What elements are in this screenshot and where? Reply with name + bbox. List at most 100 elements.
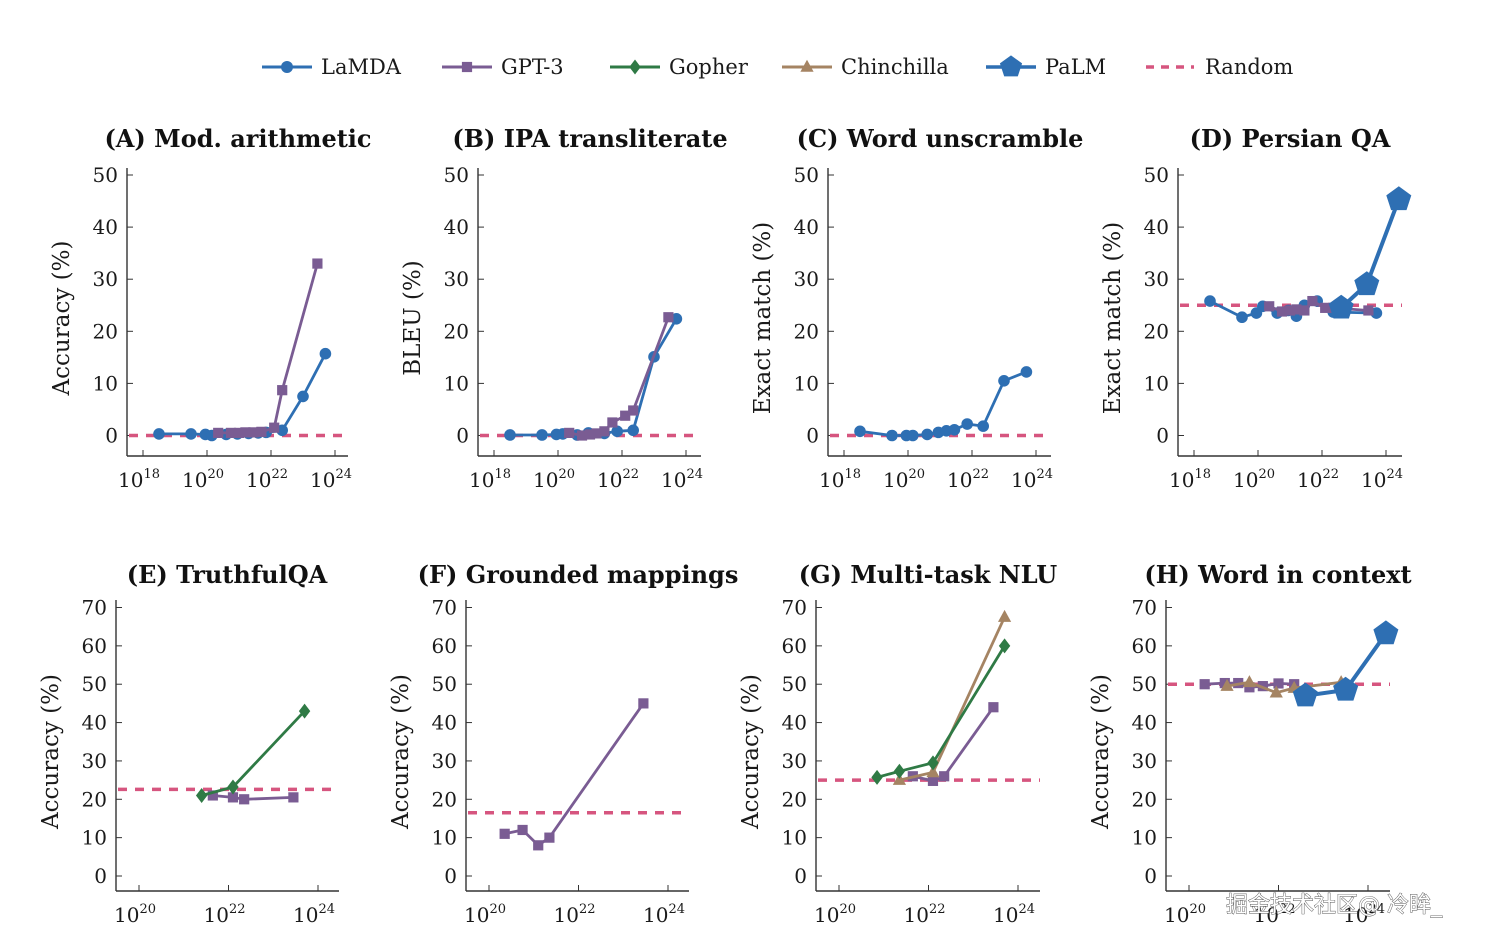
data-point-gpt-3: [239, 794, 250, 805]
data-point-palm: [1373, 620, 1399, 645]
data-point-palm: [1386, 186, 1412, 211]
y-tick-label: 0: [806, 424, 819, 448]
data-point-lamda: [907, 429, 919, 442]
data-point-chinchilla: [1269, 685, 1283, 698]
pentagon-marker-icon: [999, 55, 1023, 77]
panel-title: (G) Multi-task NLU: [799, 560, 1057, 589]
data-point-gpt-3: [517, 824, 528, 836]
square-marker-icon: [461, 61, 473, 73]
y-tick-label: 50: [93, 163, 118, 187]
data-point-palm: [1354, 271, 1380, 296]
data-point-lamda: [998, 374, 1010, 387]
y-tick-label: 0: [1144, 864, 1157, 888]
series-gpt-3: [564, 312, 674, 441]
diamond-marker-icon: [629, 59, 641, 75]
y-axis-label: Accuracy (%): [738, 674, 764, 830]
data-point-gopher: [998, 638, 1011, 654]
x-tick-label: 1018: [118, 467, 160, 492]
x-tick-label: 1018: [819, 467, 861, 492]
data-point-lamda: [153, 428, 165, 440]
y-tick-label: 40: [444, 215, 469, 239]
y-tick-label: 60: [432, 634, 457, 658]
data-point-gpt-3: [256, 426, 267, 437]
y-tick-label: 0: [794, 864, 807, 888]
x-tick-label: 1024: [1011, 467, 1053, 492]
data-point-gpt-3: [544, 832, 555, 843]
data-point-gpt-3: [939, 771, 950, 782]
data-point-gpt-3: [213, 427, 224, 438]
data-point-gpt-3: [620, 410, 631, 421]
data-point-gpt-3: [607, 417, 618, 428]
x-tick-label: 1024: [643, 902, 685, 927]
x-tick-label: 1020: [114, 902, 156, 927]
data-point-gpt-3: [576, 430, 588, 441]
x-tick-label: 1024: [993, 902, 1035, 927]
x-tick-label: 1022: [1254, 902, 1296, 927]
data-point-gpt-3: [207, 790, 218, 801]
series-gopher: [195, 703, 311, 803]
legend-item-gpt-3: GPT-3: [442, 55, 564, 79]
series-chinchilla: [892, 609, 1012, 785]
data-point-gpt-3: [927, 775, 939, 786]
data-point-lamda: [319, 347, 332, 360]
y-tick-label: 0: [1156, 424, 1169, 448]
series-lamda: [854, 366, 1033, 442]
x-tick-label: 1024: [310, 467, 352, 492]
legend-item-lamda: LaMDA: [262, 55, 402, 79]
series-line-gpt-3: [212, 794, 294, 801]
y-axis-label: Accuracy (%): [388, 674, 414, 830]
data-point-gpt-3: [499, 828, 510, 839]
x-tick-label: 1022: [597, 467, 639, 492]
legend: LaMDA GPT-3 Gopher Chinchilla PaLM Random: [262, 55, 1293, 79]
data-point-gpt-3: [533, 840, 544, 851]
y-tick-label: 10: [1144, 371, 1169, 395]
data-point-gpt-3: [248, 427, 259, 438]
y-tick-label: 30: [93, 267, 118, 291]
series-line-gpt-3: [912, 706, 995, 783]
series-line-gpt-3: [218, 263, 319, 435]
series-lamda: [504, 312, 683, 441]
y-tick-label: 0: [94, 864, 107, 888]
y-tick-label: 50: [1132, 672, 1157, 696]
legend-label: Gopher: [669, 55, 749, 79]
x-tick-label: 1022: [246, 467, 288, 492]
x-tick-label: 1020: [814, 902, 856, 927]
x-tick-label: 1020: [464, 902, 506, 927]
x-tick-label: 1022: [204, 902, 246, 927]
data-point-lamda: [627, 424, 639, 437]
legend-item-palm: PaLM: [986, 55, 1106, 79]
y-tick-label: 50: [1144, 163, 1169, 187]
data-point-lamda: [977, 420, 989, 432]
data-point-gpt-3: [1284, 305, 1296, 316]
y-axis-label: BLEU (%): [400, 260, 426, 375]
data-point-lamda: [185, 428, 197, 440]
data-point-lamda: [948, 423, 961, 436]
y-tick-label: 50: [782, 672, 807, 696]
data-point-lamda: [504, 429, 516, 441]
data-point-gpt-3: [1199, 679, 1210, 690]
data-point-palm: [1292, 682, 1318, 707]
series-gpt-3: [207, 790, 299, 805]
y-tick-label: 40: [1132, 711, 1157, 735]
x-tick-label: 1024: [1361, 467, 1403, 492]
data-point-gopher: [927, 755, 939, 771]
watermark: 掘金技术社区@ 冷眸_: [1226, 893, 1443, 918]
series-line-chinchilla: [899, 616, 1006, 782]
legend-item-gopher: Gopher: [610, 55, 749, 79]
data-point-gpt-3: [591, 428, 602, 439]
series-line-gpt-3: [568, 316, 670, 437]
x-tick-label: 1022: [554, 902, 596, 927]
x-tick-label: 1020: [182, 467, 224, 492]
y-tick-label: 30: [794, 267, 819, 291]
y-tick-label: 20: [444, 319, 469, 343]
y-tick-label: 0: [456, 424, 469, 448]
y-tick-label: 60: [1132, 634, 1157, 658]
y-tick-label: 0: [444, 864, 457, 888]
x-tick-label: 1020: [533, 467, 575, 492]
y-tick-label: 50: [82, 672, 107, 696]
y-tick-label: 40: [82, 711, 107, 735]
